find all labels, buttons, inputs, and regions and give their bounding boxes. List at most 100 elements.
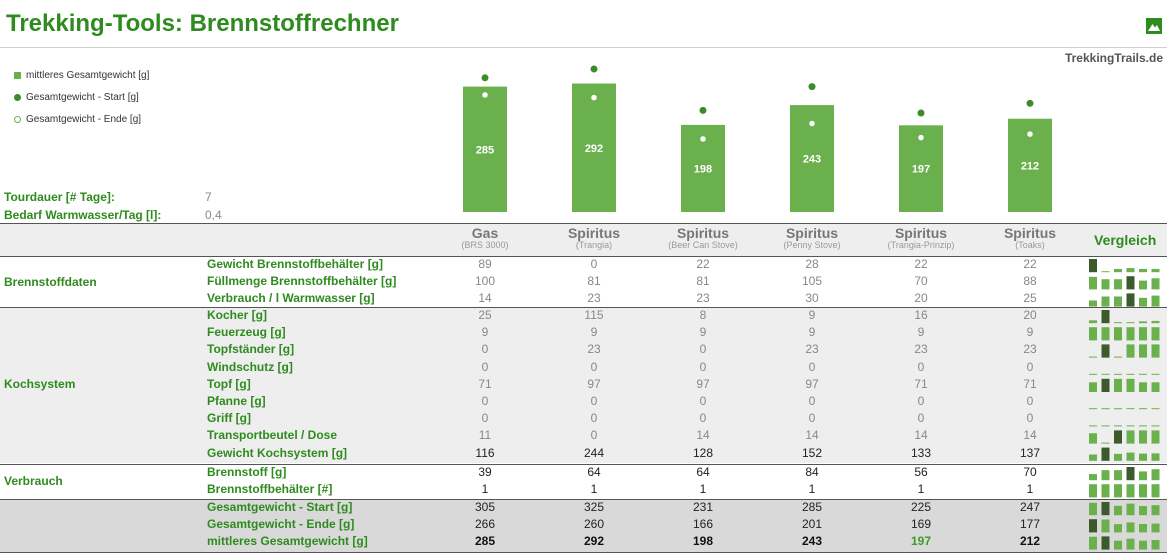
start-point xyxy=(917,109,925,117)
sparkline-block xyxy=(1089,425,1097,427)
end-point xyxy=(481,91,489,99)
table-cell: 1 xyxy=(1026,482,1034,497)
table-cell: 71 xyxy=(1023,376,1037,391)
sparkline-block xyxy=(1126,322,1135,324)
sparkline-block xyxy=(1139,484,1147,498)
param-value-tourdauer[interactable]: 7 xyxy=(205,190,212,204)
table-cell: 0 xyxy=(481,359,489,374)
table-cell: 97 xyxy=(805,376,819,391)
row-label: Gewicht Kochsystem [g] xyxy=(207,445,348,460)
table-cell: 70 xyxy=(1023,465,1037,479)
chart-bar xyxy=(463,86,507,212)
table-cell: 247 xyxy=(1019,500,1041,514)
sparkline-block xyxy=(1114,408,1122,410)
table-cell: 266 xyxy=(474,517,496,532)
end-point xyxy=(1026,130,1034,138)
table-cell: 325 xyxy=(583,500,605,514)
sparkline-block xyxy=(1114,453,1122,461)
group-divider xyxy=(0,256,1167,257)
table-cell: 20 xyxy=(1023,308,1037,322)
sparkline-block xyxy=(1139,425,1147,427)
table-cell: 56 xyxy=(914,465,928,479)
legend-label: mittleres Gesamtgewicht [g] xyxy=(26,69,150,81)
table-bottom-line xyxy=(0,551,1167,553)
table-cell: 9 xyxy=(1026,325,1034,340)
mountain-icon[interactable] xyxy=(1146,18,1162,34)
sparkline-block xyxy=(1089,382,1097,392)
sparkline-block xyxy=(1101,279,1110,290)
group-label-brennstoffdaten: Brennstoffdaten xyxy=(4,274,97,289)
table-cell: 0 xyxy=(590,257,598,271)
sparkline-block xyxy=(1126,268,1135,273)
table-cell: 0 xyxy=(808,411,816,426)
end-point xyxy=(917,134,925,141)
sparkline-block xyxy=(1089,300,1097,307)
table-cell: 0 xyxy=(699,342,707,357)
table-cell: 244 xyxy=(583,445,605,460)
sparkline-block xyxy=(1139,471,1147,481)
sparkline-block xyxy=(1101,327,1110,341)
sparkline-block xyxy=(1089,356,1097,358)
sparkline-block xyxy=(1126,327,1135,341)
column-header-name: Spiritus xyxy=(676,225,730,241)
sparkline-block xyxy=(1101,502,1110,516)
table-cell: 0 xyxy=(1026,411,1034,426)
sparkline-block xyxy=(1114,524,1122,533)
table-cell: 30 xyxy=(805,291,819,306)
table-cell: 0 xyxy=(808,394,816,408)
sparkline-block xyxy=(1139,268,1147,273)
sparkline-block xyxy=(1151,408,1160,410)
row-label: Kocher [g] xyxy=(207,308,267,322)
table-cell: 23 xyxy=(805,342,819,357)
table-cell: 0 xyxy=(590,411,598,426)
sparkline-block xyxy=(1151,430,1160,444)
bar-value-label: 198 xyxy=(694,163,712,175)
table-cell: 292 xyxy=(583,534,605,549)
sparkline-block xyxy=(1126,408,1135,410)
column-header: Gas (BRS 3000) xyxy=(431,226,540,251)
column-header-sub: (Trangia) xyxy=(575,240,613,250)
sparkline-block xyxy=(1114,268,1122,273)
row-label: Topfständer [g] xyxy=(207,342,295,357)
sparkline-block xyxy=(1114,540,1122,550)
table-cell: 25 xyxy=(478,308,492,322)
table-cell: 28 xyxy=(805,257,819,271)
sparkline-block xyxy=(1101,271,1110,273)
sparkline-block xyxy=(1139,344,1147,358)
table-cell: 23 xyxy=(587,342,601,357)
table-cell: 9 xyxy=(699,325,707,340)
weight-bar-chart: 285 292 198 243 197 212 xyxy=(463,65,1052,212)
table-cell: 201 xyxy=(801,517,823,532)
sparkline-block xyxy=(1101,519,1110,533)
param-label-tourdauer: Tourdauer [# Tage]: xyxy=(4,190,115,204)
table-cell: 166 xyxy=(692,517,714,532)
site-link[interactable]: TrekkingTrails.de xyxy=(1064,51,1163,65)
table-cell: 70 xyxy=(914,274,928,289)
sparkline-block xyxy=(1151,469,1160,481)
legend-label: Gesamtgewicht - Start [g] xyxy=(26,91,139,103)
table-cell: 1 xyxy=(481,482,489,497)
sparkline-block xyxy=(1101,310,1110,324)
table-cell: 243 xyxy=(801,534,823,549)
table-cell: 0 xyxy=(699,394,707,408)
table-cell: 97 xyxy=(696,376,710,391)
sparkline-block xyxy=(1139,540,1147,550)
sparkline-block xyxy=(1101,470,1110,481)
sparkline-block xyxy=(1151,505,1160,516)
table-cell: 116 xyxy=(475,445,495,460)
table-cell: 14 xyxy=(914,428,928,443)
sparkline-block xyxy=(1114,430,1122,444)
table-cell: 9 xyxy=(481,325,489,340)
sparkline-block xyxy=(1139,506,1147,516)
table-cell: 23 xyxy=(696,291,710,306)
sparkline-block xyxy=(1151,425,1160,427)
bar-value-label: 292 xyxy=(585,143,603,155)
column-header-sub: (Trangia-Prinzip) xyxy=(887,240,955,250)
row-label: Topf [g] xyxy=(207,376,251,391)
table-cell: 0 xyxy=(917,359,925,374)
param-value-warmwasser[interactable]: 0,4 xyxy=(205,208,222,222)
sparkline-block xyxy=(1151,373,1160,375)
sparkline-block xyxy=(1151,320,1160,324)
bar-value-label: 285 xyxy=(476,144,494,156)
